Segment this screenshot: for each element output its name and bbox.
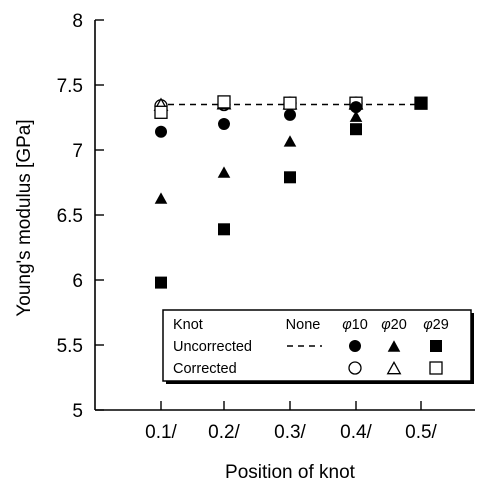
legend-shadow [166, 381, 474, 384]
legend-header-diameter: φ10 [342, 317, 368, 333]
legend-box [162, 309, 472, 382]
y-axis-title: Young's modulus [GPa] [14, 119, 35, 316]
y-tick-label: 5.5 [57, 336, 83, 357]
legend-marker [386, 360, 402, 375]
x-tick-label: 0.3/ [274, 422, 306, 443]
data-marks [153, 95, 428, 289]
legend-header-none: None [286, 317, 321, 333]
y-tick-label: 7.5 [57, 76, 83, 97]
data-point [155, 276, 167, 289]
series-filled-triangle [154, 110, 363, 204]
legend-marker [349, 340, 361, 352]
x-tick-label: 0.4/ [340, 422, 372, 443]
legend-marker [429, 361, 443, 375]
x-tick-label: 0.5/ [405, 422, 437, 443]
data-point [284, 171, 296, 184]
legend-row-label: Corrected [173, 361, 237, 377]
data-point [415, 97, 427, 110]
legend-header-diameter: φ29 [423, 317, 449, 333]
legend-marker [387, 340, 401, 352]
legend-marker [348, 361, 362, 375]
data-point [217, 95, 231, 109]
data-point [350, 101, 362, 114]
legend-row-label: Uncorrected [173, 339, 252, 355]
series-filled-circle [155, 101, 362, 138]
y-tick-label: 6.5 [57, 206, 83, 227]
series-filled-square [155, 97, 427, 289]
legend: Knot None φ10 φ20 φ29 Uncorrected Corrected [162, 309, 474, 384]
y-tick-label: 8 [72, 11, 83, 32]
data-point [283, 96, 297, 110]
data-point [217, 166, 231, 178]
data-point [350, 123, 362, 136]
data-point [155, 125, 167, 138]
y-tick-label: 6 [72, 271, 83, 292]
x-tick-label: 0.1/ [145, 422, 177, 443]
axes: 5 5.5 6 6.5 7 7.5 8 0.1/0.2/0.3/0.4/0.5/ [57, 11, 475, 443]
legend-shadow [471, 313, 474, 384]
x-axis-title: Position of knot [225, 462, 356, 483]
data-point [154, 192, 168, 204]
x-tick-label: 0.2/ [208, 422, 240, 443]
y-tick-label: 5 [72, 401, 83, 422]
data-point [218, 118, 230, 130]
legend-marker [430, 340, 442, 352]
legend-header-knot: Knot [173, 317, 203, 333]
data-point [284, 108, 296, 121]
legend-header-diameter: φ20 [381, 317, 407, 333]
data-point [154, 105, 168, 119]
y-tick-label: 7 [72, 141, 83, 162]
data-point [218, 223, 230, 236]
data-point [349, 110, 363, 122]
data-point [283, 135, 297, 147]
